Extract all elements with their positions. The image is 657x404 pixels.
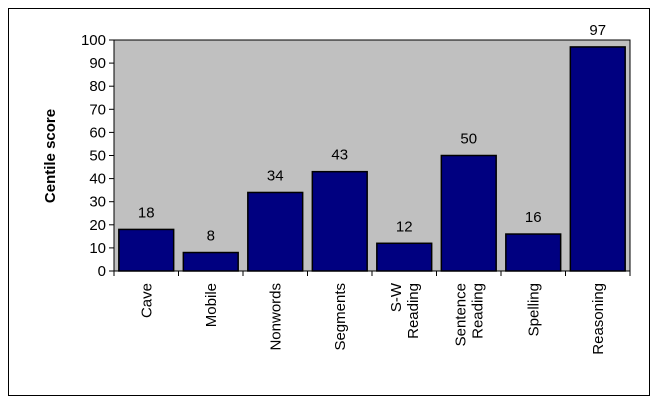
x-tick-label-line: S-W: [388, 282, 405, 312]
bar: [311, 170, 368, 272]
x-tick-label-line: Reasoning: [590, 283, 607, 355]
y-tick-label: 50: [89, 148, 106, 165]
x-tick-label: Nonwords: [267, 283, 284, 351]
x-tick-label-line: Sentence: [452, 283, 469, 346]
x-tick-label-line: Reading: [469, 283, 486, 339]
data-label: 16: [525, 209, 542, 226]
x-tick-label-line: Segments: [332, 283, 349, 351]
x-tick-label-line: Nonwords: [267, 283, 284, 351]
x-axis: Cave Mobile Nonwords Segments S-W Reading Sent…: [113, 271, 631, 355]
bar: [505, 233, 562, 272]
y-tick-label: 40: [89, 171, 106, 188]
y-tick-label: 90: [89, 55, 106, 72]
bar: [440, 154, 497, 272]
x-tick-label: S-W Reading: [388, 282, 422, 339]
bar: [118, 228, 175, 272]
y-tick-label: 60: [89, 124, 106, 141]
data-labels: 18 8 34 43 12 50 16 97: [138, 22, 606, 245]
bars: [118, 46, 626, 272]
y-tick-label: 30: [89, 194, 106, 211]
x-tick-label-line: Mobile: [203, 283, 220, 327]
x-tick-label-line: Cave: [138, 283, 155, 318]
y-tick-label: 80: [89, 78, 106, 95]
data-label: 12: [396, 218, 413, 235]
data-label: 97: [589, 22, 606, 39]
x-tick-label: Sentence Reading: [452, 283, 486, 346]
x-tick-label: Spelling: [525, 283, 542, 336]
bar: [182, 251, 239, 272]
x-tick-label: Mobile: [203, 283, 220, 327]
bar: [569, 46, 626, 272]
data-label: 8: [207, 228, 215, 245]
x-tick-label: Cave: [138, 283, 155, 318]
y-tick-label: 100: [81, 32, 106, 49]
data-label: 43: [331, 147, 348, 164]
y-axis: 0 10 20 30 40 50 60 70 80 90 100: [81, 32, 114, 280]
data-label: 50: [460, 131, 477, 148]
y-axis-label: Centile score: [42, 109, 59, 203]
x-tick-label: Reasoning: [590, 283, 607, 355]
y-tick-label: 0: [98, 263, 106, 280]
x-tick-label-line: Spelling: [525, 283, 542, 336]
bar: [376, 242, 433, 272]
bar: [247, 191, 304, 272]
data-label: 18: [138, 204, 155, 221]
x-tick-label-line: Reading: [405, 283, 422, 339]
y-tick-label: 70: [89, 101, 106, 118]
x-tick-label: Segments: [332, 283, 349, 351]
plot-area: [113, 39, 631, 272]
y-tick-label: 20: [89, 217, 106, 234]
data-label: 34: [267, 167, 284, 184]
y-tick-label: 10: [89, 240, 106, 257]
